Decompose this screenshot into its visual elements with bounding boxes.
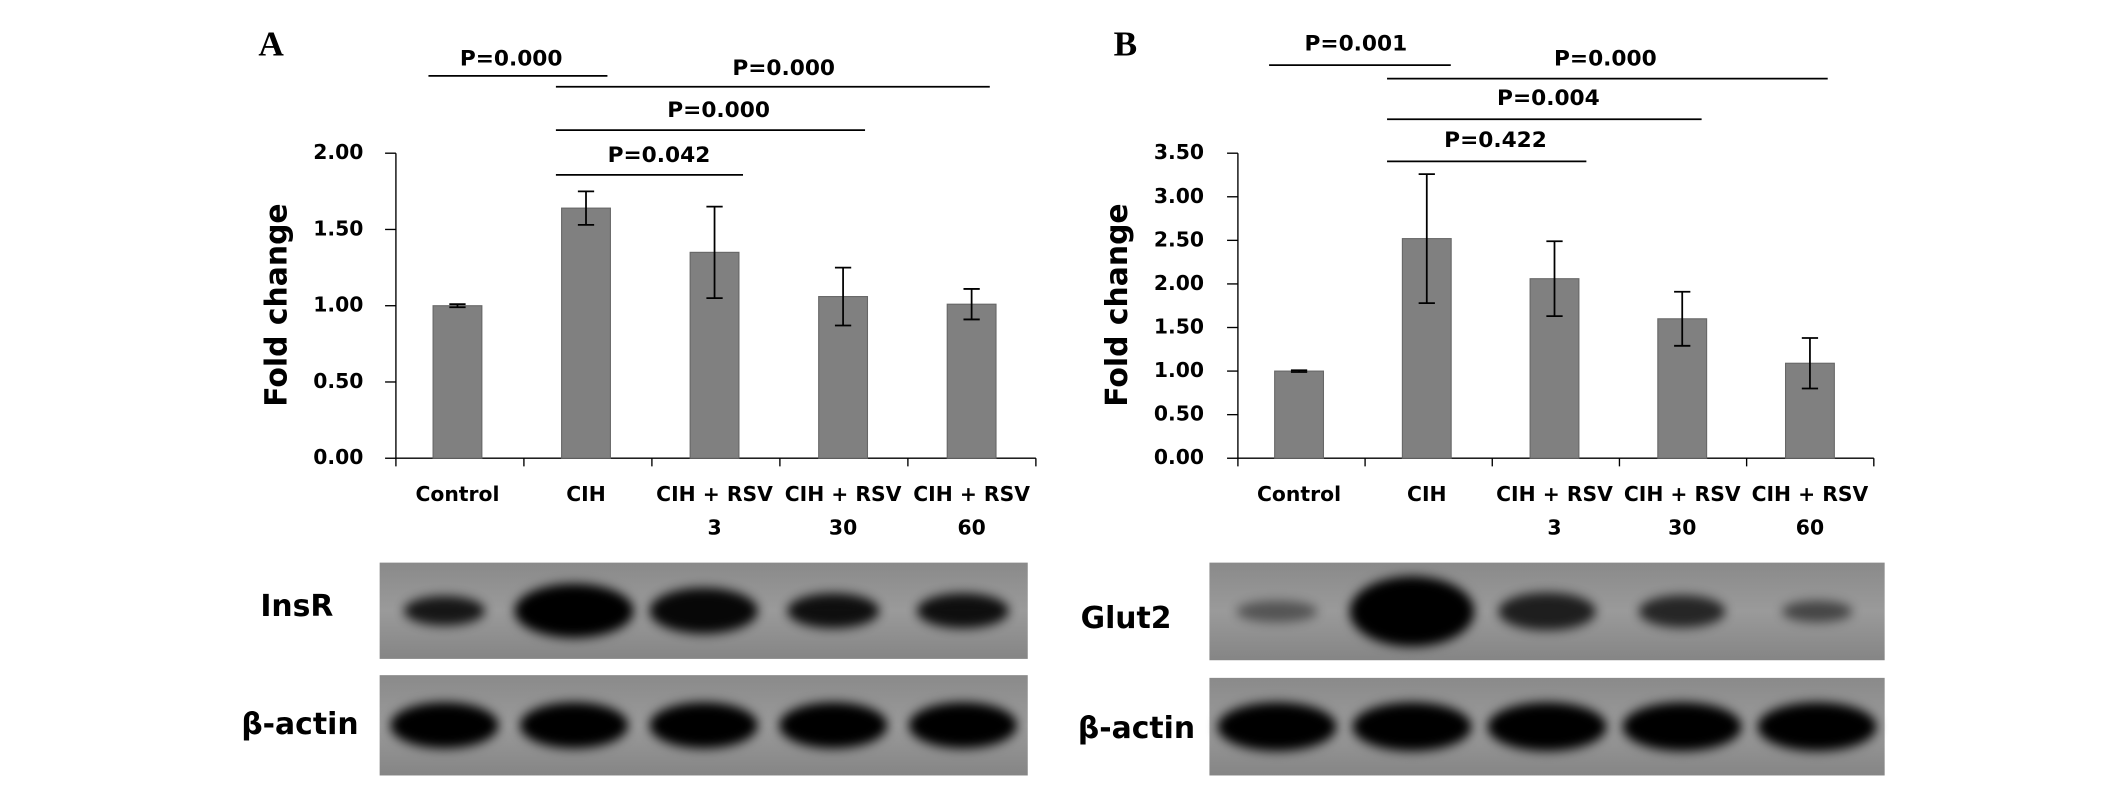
bar — [432, 305, 483, 459]
p-value: P=0.000 — [460, 47, 563, 72]
y-tick-label: 0.00 — [313, 445, 363, 469]
error-bar — [1290, 369, 1308, 373]
western-blot — [379, 562, 1028, 659]
y-tick-label: 0.50 — [313, 369, 363, 393]
error-bar — [577, 190, 595, 226]
blot-band — [1236, 600, 1318, 623]
y-axis-label: Fold change — [1100, 203, 1135, 406]
blot-band — [1622, 702, 1742, 752]
x-tick-label: CIH + RSV — [656, 482, 773, 506]
blot-label: β-actin — [1078, 711, 1195, 746]
blot-label: Glut2 — [1081, 601, 1172, 636]
x-tick-label: CIH + RSV — [1624, 482, 1741, 506]
blot-band — [514, 583, 634, 638]
blot-label: InsR — [260, 589, 333, 624]
blot-band — [403, 595, 486, 626]
bar — [561, 207, 611, 459]
western-blot — [379, 675, 1028, 776]
y-tick-label: 3.00 — [1154, 184, 1204, 208]
p-value: P=0.000 — [667, 98, 770, 123]
y-tick-label: 2.50 — [1154, 227, 1204, 251]
error-bar — [834, 266, 852, 327]
bar — [1274, 370, 1325, 459]
x-tick-label: 3 — [707, 516, 721, 540]
blot-band — [1781, 600, 1853, 623]
y-axis-label: Fold change — [259, 203, 294, 406]
x-tick-label: 30 — [829, 516, 857, 540]
x-tick-label: 60 — [957, 516, 985, 540]
blot-band — [1638, 595, 1726, 628]
x-tick-label: CIH + RSV — [1496, 482, 1613, 506]
y-tick-label: 1.00 — [313, 293, 363, 317]
panel-label: A — [258, 25, 284, 64]
p-value: P=0.422 — [1444, 128, 1547, 153]
error-bar — [1801, 337, 1819, 390]
error-bar — [1418, 173, 1435, 304]
y-tick-label: 3.50 — [1154, 140, 1204, 164]
blot-band — [1487, 702, 1607, 752]
panel-label: B — [1114, 25, 1138, 64]
blot-band — [787, 593, 880, 629]
error-bar — [1674, 290, 1691, 347]
x-tick-label: CIH + RSV — [913, 482, 1030, 506]
x-tick-label: Control — [415, 482, 499, 506]
error-bar — [449, 303, 466, 309]
bar — [946, 303, 997, 459]
blot-band — [916, 593, 1010, 629]
blot-band — [649, 587, 758, 634]
y-tick-label: 0.50 — [1154, 402, 1204, 426]
p-value: P=0.000 — [1554, 47, 1657, 72]
y-tick-label: 1.50 — [1154, 315, 1204, 339]
x-tick-label: CIH + RSV — [1752, 482, 1869, 506]
y-tick-label: 1.00 — [1154, 358, 1204, 382]
y-tick-label: 2.00 — [1154, 271, 1204, 295]
p-value: P=0.001 — [1305, 32, 1408, 57]
blot-band — [908, 702, 1018, 749]
blot-label: β-actin — [241, 707, 358, 742]
x-tick-label: 3 — [1547, 516, 1561, 540]
y-tick-label: 2.00 — [313, 140, 363, 164]
blot-band — [1349, 576, 1475, 647]
blot-band — [390, 702, 499, 749]
blot-band — [1757, 702, 1877, 752]
p-value: P=0.004 — [1497, 86, 1600, 111]
blot-band — [1217, 702, 1337, 752]
x-tick-label: 30 — [1668, 516, 1696, 540]
y-tick-label: 0.00 — [1154, 445, 1204, 469]
x-tick-label: CIH + RSV — [785, 482, 902, 506]
x-tick-label: 60 — [1796, 516, 1824, 540]
blot-band — [1352, 702, 1472, 752]
blot-band — [519, 702, 629, 749]
blot-band — [1498, 592, 1596, 631]
x-tick-label: Control — [1257, 482, 1341, 506]
p-value: P=0.000 — [732, 56, 835, 81]
western-blot — [1209, 562, 1885, 661]
x-tick-label: CIH — [566, 482, 606, 506]
western-blot — [1209, 677, 1885, 776]
blot-band — [779, 702, 888, 749]
p-value: P=0.042 — [608, 143, 711, 168]
blot-band — [649, 702, 758, 749]
y-tick-label: 1.50 — [313, 216, 363, 240]
error-bar — [706, 205, 723, 299]
error-bar — [963, 288, 980, 321]
error-bar — [1546, 240, 1563, 318]
x-tick-label: CIH — [1407, 482, 1447, 506]
